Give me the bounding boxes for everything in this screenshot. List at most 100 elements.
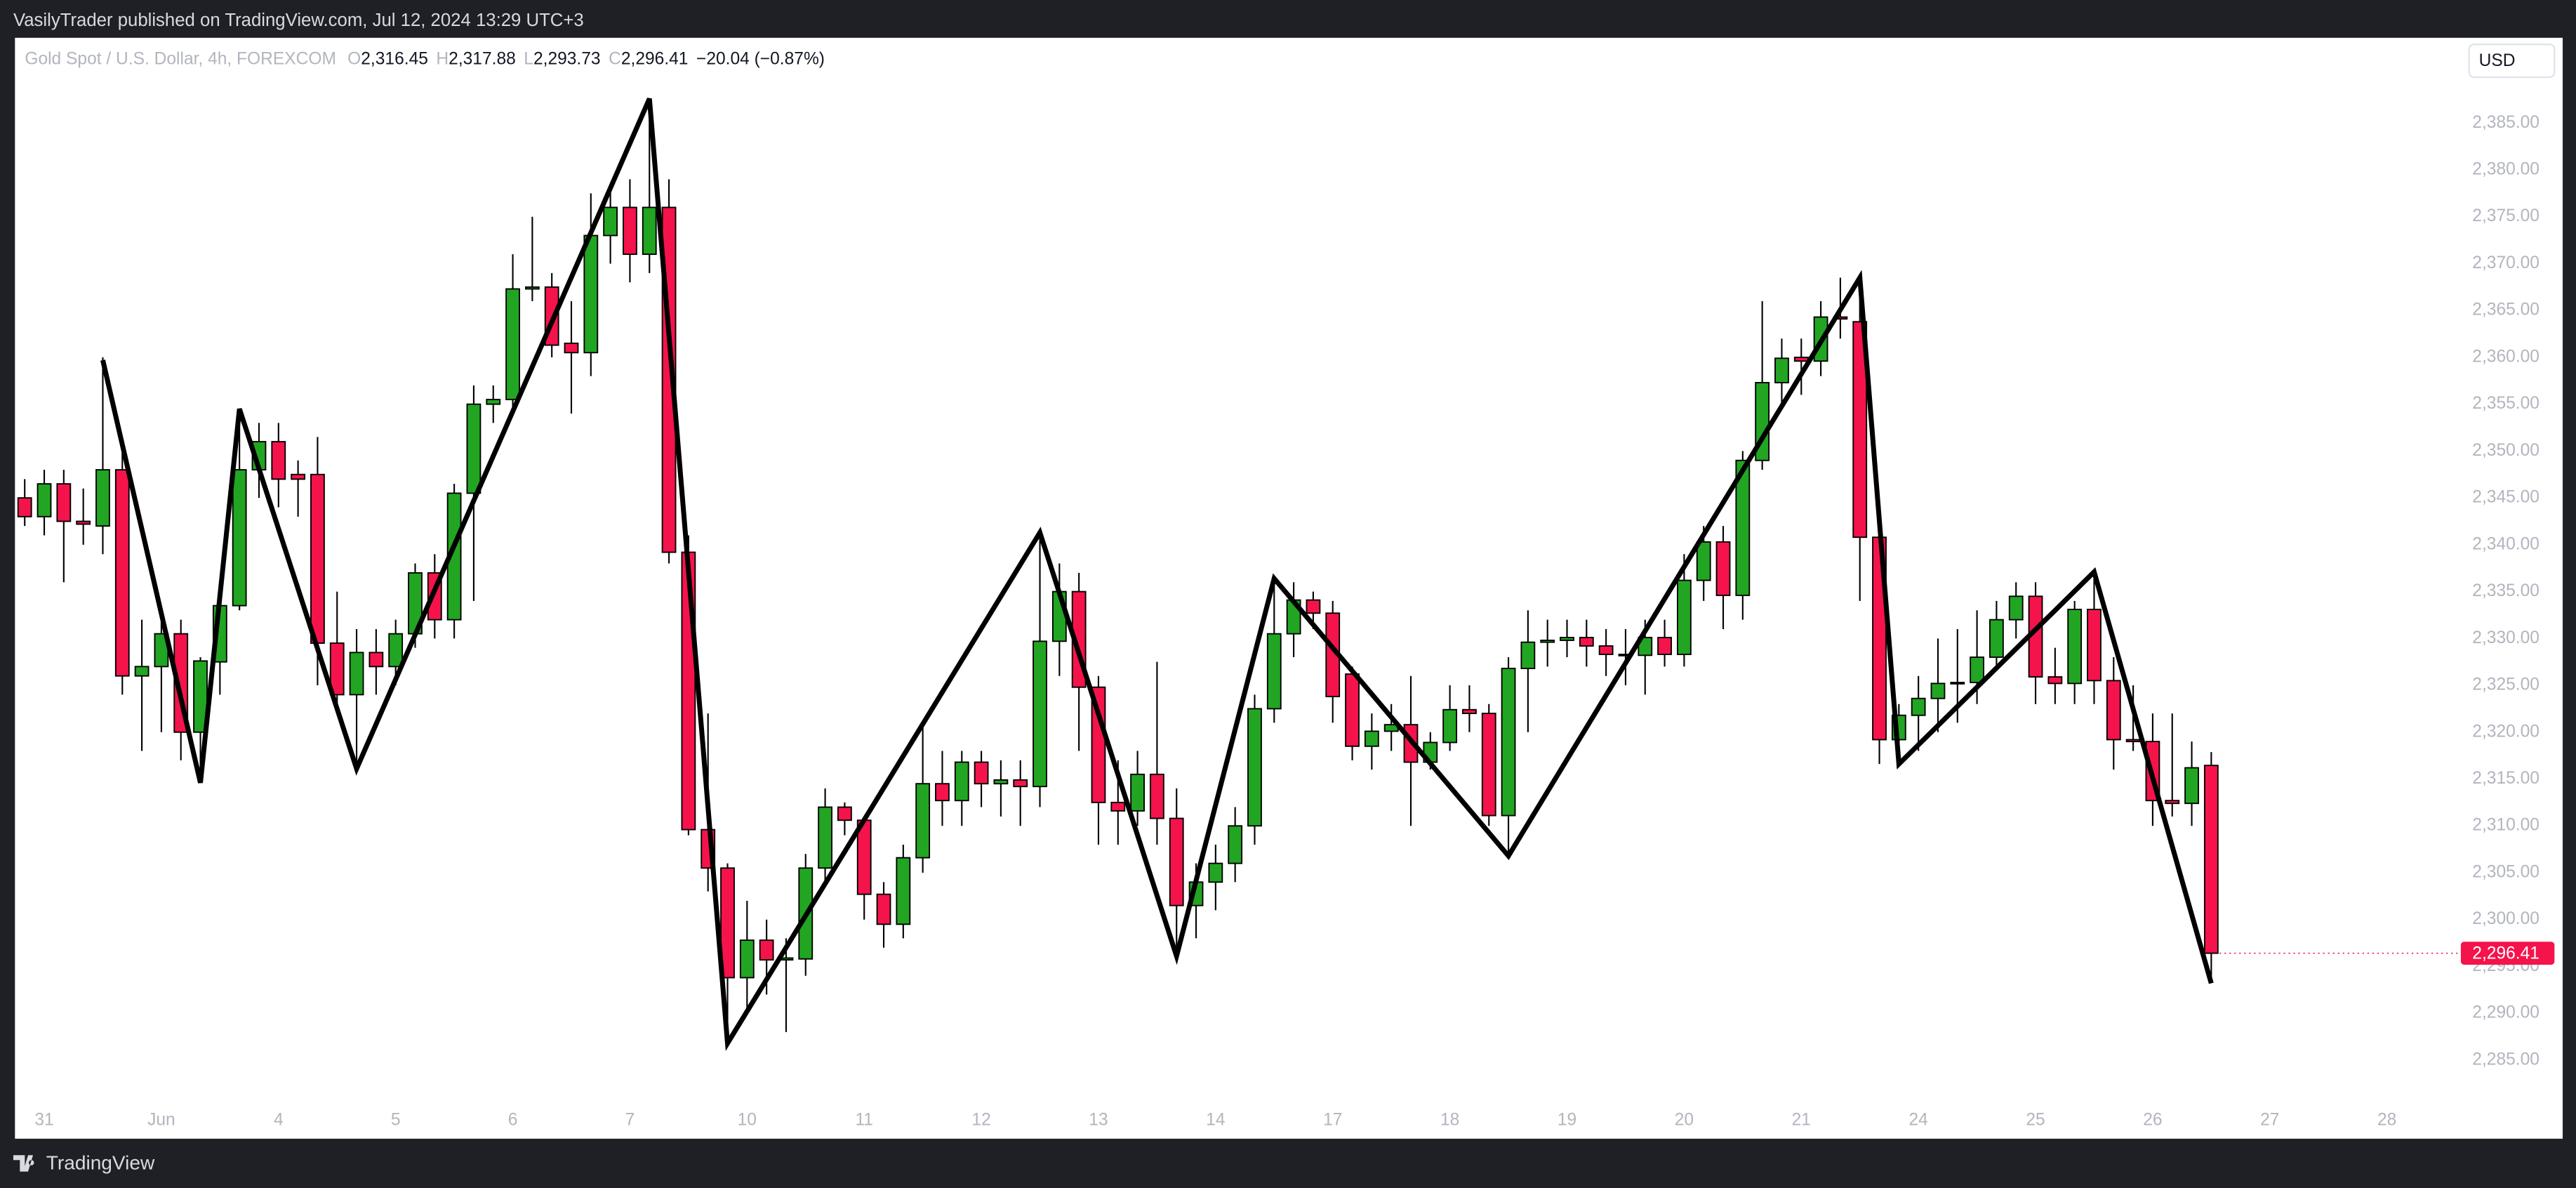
candle-body — [349, 652, 364, 696]
candle-body — [954, 761, 969, 802]
candle-body — [2106, 680, 2121, 741]
x-tick-label: 17 — [1323, 1111, 1342, 1130]
candle-body — [1306, 599, 1321, 614]
candle-body — [2008, 595, 2024, 621]
candle-body — [329, 642, 345, 696]
legend-value: 2,317.88 — [449, 50, 516, 69]
y-tick-label: 2,335.00 — [2472, 581, 2540, 600]
candle-body — [524, 286, 540, 290]
x-tick-label: 31 — [34, 1111, 53, 1130]
legend-key: O — [347, 50, 361, 69]
candle-body — [2087, 609, 2102, 682]
y-tick-label: 2,310.00 — [2472, 816, 2540, 835]
candle-body — [915, 783, 931, 859]
logo-shape — [13, 1155, 34, 1172]
y-tick-label: 2,370.00 — [2472, 253, 2540, 272]
candle-body — [2184, 767, 2199, 805]
candle-body — [1247, 708, 1262, 827]
candle-body — [1715, 541, 1731, 596]
candle-body — [603, 206, 618, 237]
legend-key: L — [524, 50, 533, 69]
candle-body — [505, 288, 520, 400]
y-tick-label: 2,330.00 — [2472, 628, 2540, 647]
candle-body — [114, 469, 130, 677]
candle-body — [1228, 825, 1243, 864]
x-tick-label: 27 — [2260, 1111, 2279, 1130]
candle-body — [1852, 321, 1868, 539]
y-tick-label: 2,300.00 — [2472, 909, 2540, 928]
candle-body — [291, 473, 306, 480]
candle-body — [17, 497, 32, 517]
candle-body — [1208, 862, 1223, 883]
x-tick-label: 13 — [1089, 1111, 1108, 1130]
x-tick-label: 4 — [274, 1111, 284, 1130]
x-tick-label: 11 — [855, 1111, 873, 1130]
y-tick-label: 2,365.00 — [2472, 301, 2540, 319]
candle-body — [1930, 682, 1946, 699]
x-tick-label: 25 — [2026, 1111, 2045, 1130]
candle-body — [1560, 637, 1574, 641]
candle-body — [1950, 682, 1965, 685]
candle-body — [993, 779, 1009, 785]
y-tick-label: 2,285.00 — [2472, 1050, 2540, 1069]
y-tick-label: 2,385.00 — [2472, 113, 2540, 132]
candle-body — [1970, 656, 1984, 683]
brand: TradingView — [46, 1151, 155, 1173]
y-tick-label: 2,340.00 — [2472, 534, 2540, 553]
candle-body — [486, 399, 501, 405]
currency[interactable]: USD — [2479, 51, 2516, 70]
candle-body — [1598, 645, 1614, 655]
candle-body — [2067, 609, 2083, 685]
candle-body — [1266, 633, 1282, 710]
x-tick-label: 24 — [1908, 1111, 1927, 1130]
legend-symbol: Gold Spot / U.S. Dollar, 4h, FOREXCOM — [25, 50, 336, 69]
candle-body — [271, 441, 286, 480]
candle-body — [466, 403, 482, 494]
candle-body — [76, 520, 91, 525]
x-tick-label: 12 — [971, 1111, 990, 1130]
candle-body — [623, 206, 637, 256]
last-price-label: 2,296.41 — [2472, 944, 2540, 963]
candle-body — [1911, 697, 1926, 716]
candle-body — [310, 473, 325, 644]
x-tick-label: 14 — [1206, 1111, 1225, 1130]
x-tick-label: 28 — [2377, 1111, 2396, 1130]
candle-body — [759, 939, 774, 961]
y-tick-label: 2,360.00 — [2472, 347, 2540, 366]
currency-box[interactable] — [2468, 44, 2556, 79]
legend-value: 2,316.45 — [361, 50, 428, 69]
candle-body — [1676, 579, 1692, 655]
candle-body — [1579, 637, 1594, 647]
candle-body — [818, 806, 832, 869]
candle-body — [2165, 800, 2180, 805]
legend-value: 2,296.41 — [621, 50, 689, 69]
x-tick-label: 20 — [1675, 1111, 1694, 1130]
y-tick-label: 2,315.00 — [2472, 769, 2540, 788]
candle-body — [1989, 619, 2004, 658]
brand-logo — [13, 1155, 34, 1172]
x-tick-label: 18 — [1440, 1111, 1459, 1130]
candle-body — [134, 666, 150, 677]
candle-body — [1520, 641, 1536, 669]
x-tick-label: Jun — [147, 1111, 175, 1130]
legend: Gold Spot / U.S. Dollar, 4h, FOREXCOM O2… — [25, 50, 825, 69]
x-tick-label: 26 — [2143, 1111, 2162, 1130]
candle-body — [1345, 673, 1360, 747]
x-tick-label: 6 — [508, 1111, 518, 1130]
y-tick-label: 2,345.00 — [2472, 488, 2540, 507]
candle-body — [1364, 730, 1379, 747]
candle-body — [1540, 640, 1555, 643]
candle-body — [36, 483, 52, 517]
y-tick-label: 2,325.00 — [2472, 675, 2540, 694]
candle-body — [1091, 686, 1106, 803]
candle-body — [739, 939, 755, 979]
candle-body — [1657, 637, 1672, 655]
candle-body — [2125, 739, 2141, 743]
y-tick-label: 2,380.00 — [2472, 159, 2540, 178]
y-tick-label: 2,305.00 — [2472, 862, 2540, 881]
candle-body — [583, 235, 599, 354]
candle-body — [837, 806, 852, 821]
candle-body — [1774, 357, 1789, 383]
